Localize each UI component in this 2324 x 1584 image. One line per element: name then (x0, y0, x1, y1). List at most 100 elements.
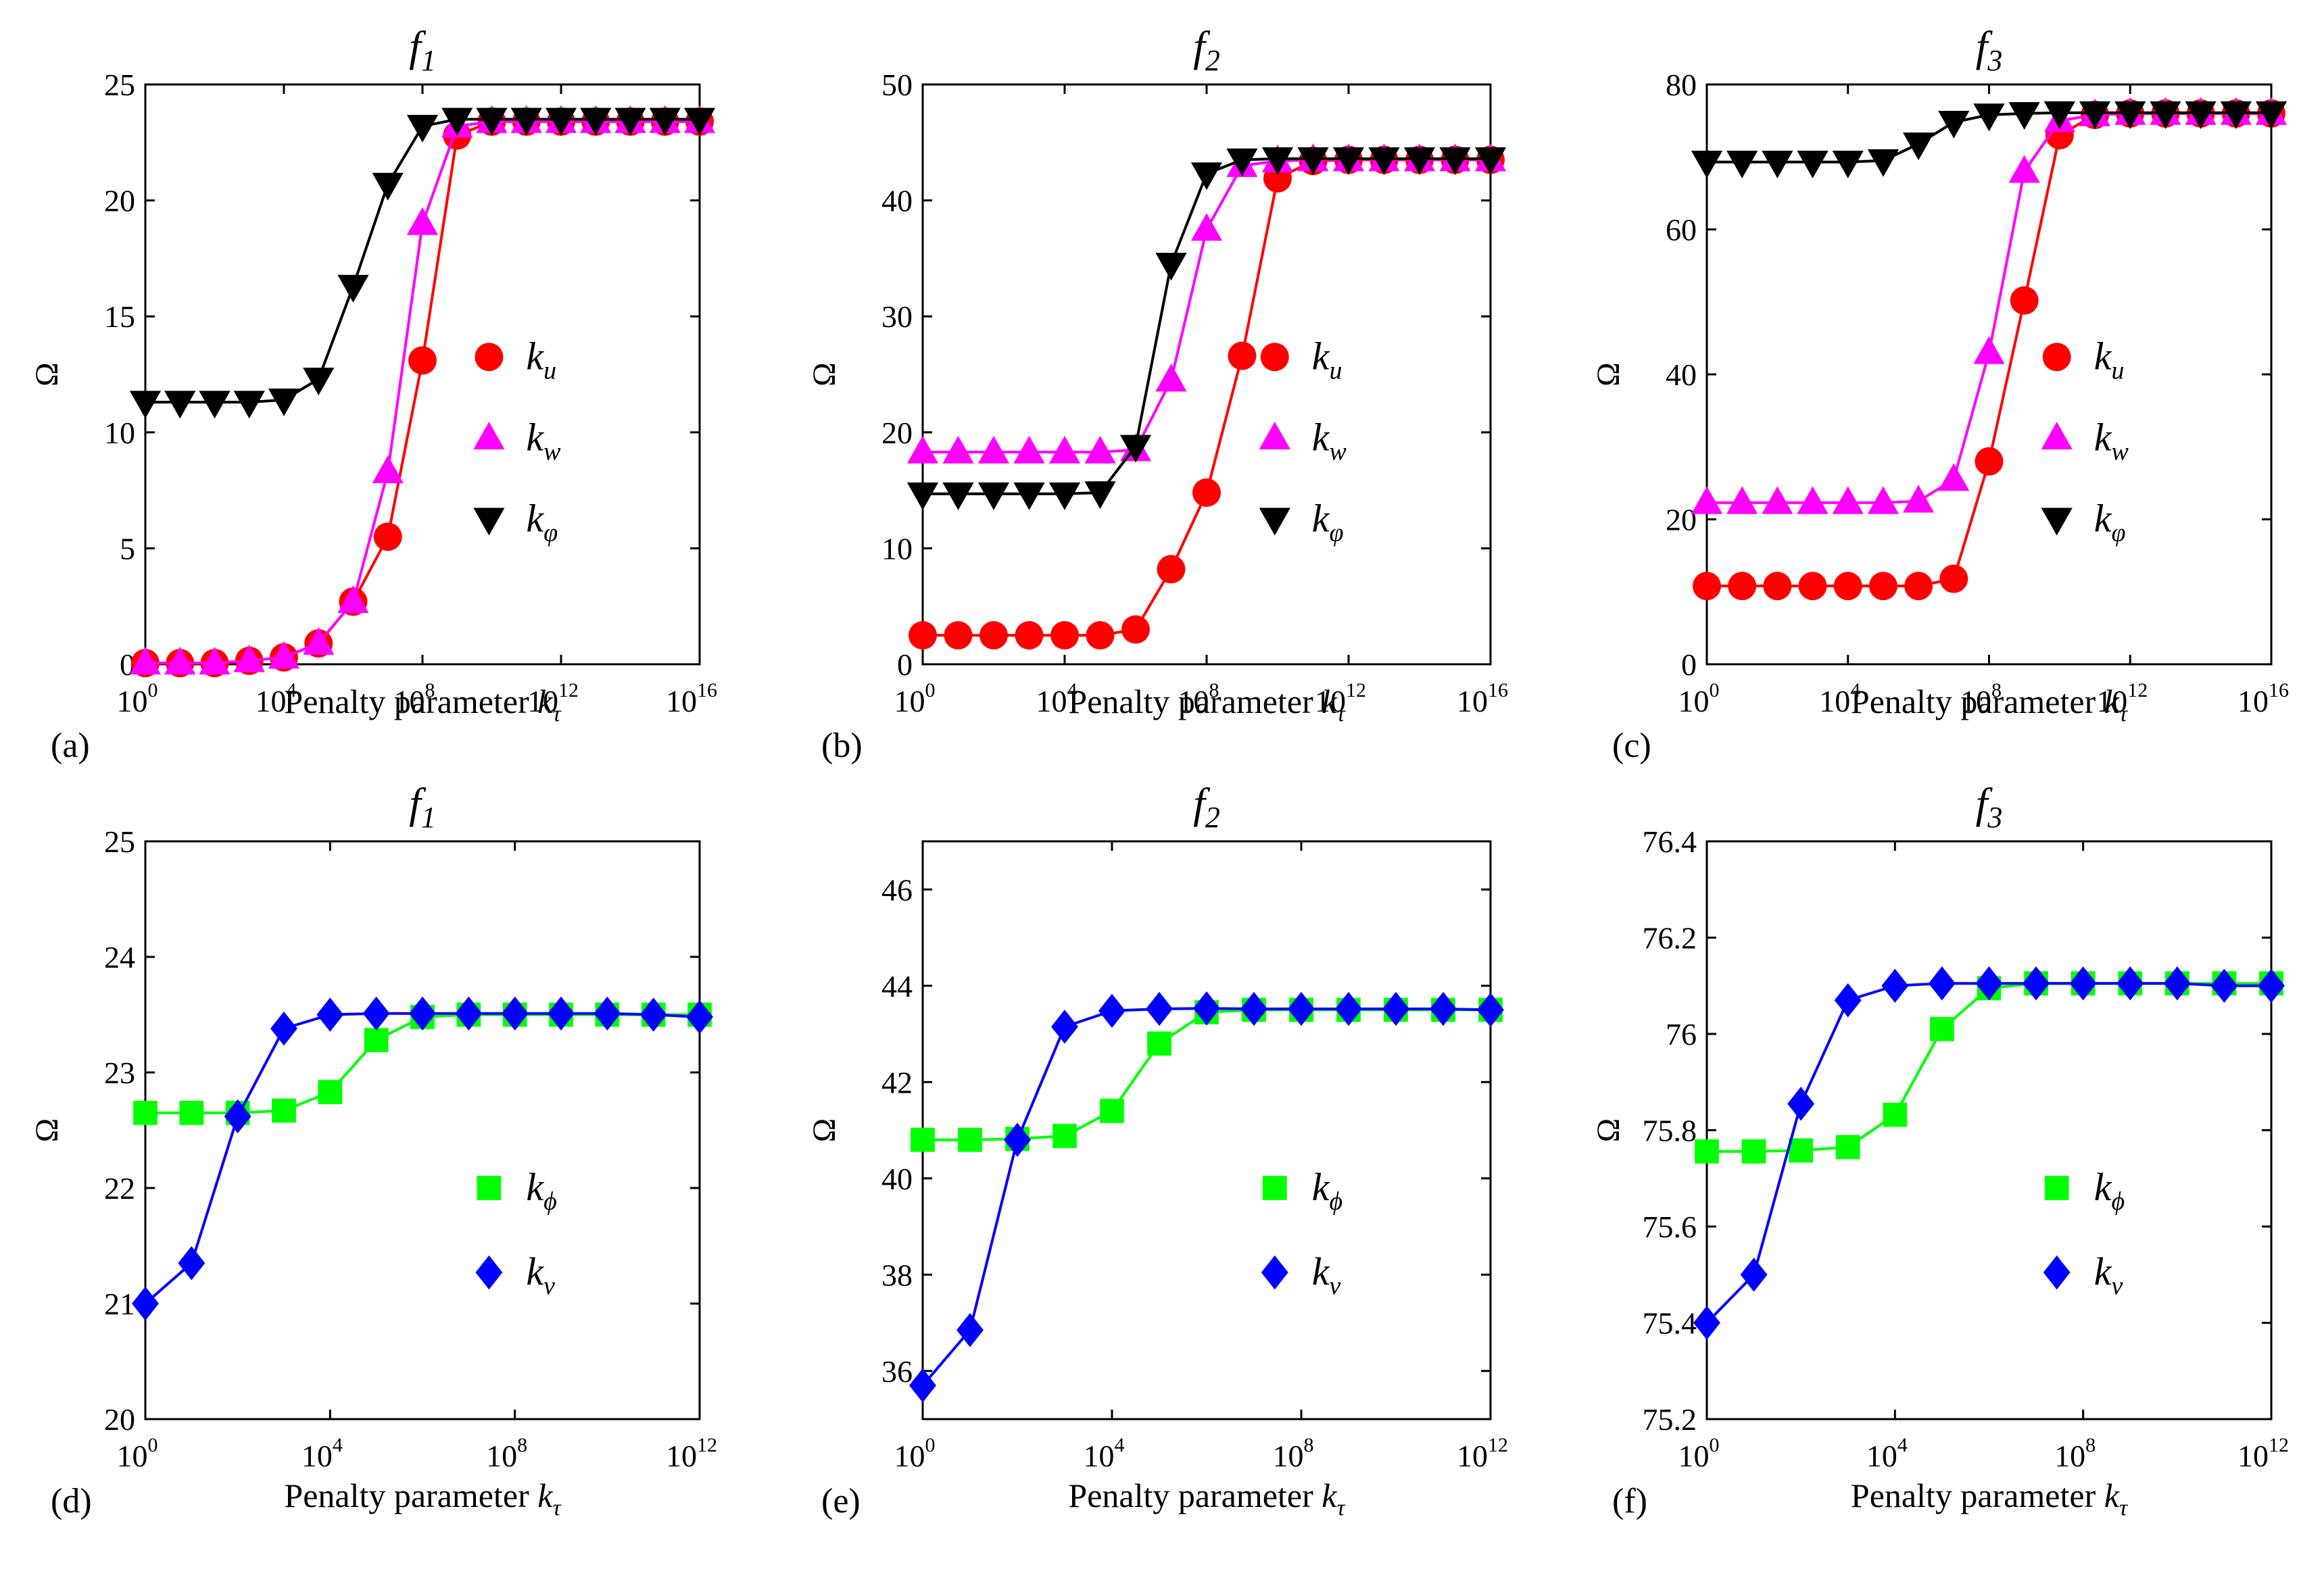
data-point (2116, 966, 2144, 1001)
data-point (133, 1101, 158, 1125)
data-point (2079, 101, 2111, 129)
legend-label: kw (2094, 415, 2129, 466)
data-point (1867, 149, 1899, 177)
data-point (406, 207, 439, 235)
data-point (164, 391, 196, 419)
data-point (1726, 150, 1758, 178)
series-line (921, 1007, 1491, 1387)
y-tick-label: 75.4 (1643, 1306, 1697, 1341)
panel-label: (d) (51, 1482, 92, 1520)
data-point (1477, 993, 1504, 1027)
data-point (639, 997, 667, 1032)
data-point (1693, 572, 1721, 601)
series-k-φ (1691, 101, 2287, 178)
data-point (337, 274, 369, 303)
data-point (1190, 213, 1223, 241)
data-point (649, 107, 681, 136)
legend-entry: kφ (2041, 496, 2125, 547)
data-point (179, 1101, 204, 1125)
legend-label: kν (1312, 1249, 1341, 1300)
legend-entry: kφ (473, 496, 558, 547)
panel-label: (f) (1612, 1482, 1647, 1520)
data-point (977, 482, 1010, 510)
data-point (1403, 147, 1436, 175)
data-point (1048, 435, 1081, 464)
series-k-ν (132, 996, 713, 1321)
x-tick-label: 1012 (1315, 679, 1366, 718)
data-point (1015, 621, 1044, 650)
y-tick-label: 23 (104, 1056, 135, 1090)
series-k-φ (906, 147, 1507, 510)
data-point (268, 641, 300, 669)
data-point (1086, 621, 1115, 650)
x-tick-label: 1012 (527, 679, 579, 718)
data-point (337, 585, 369, 614)
data-point (129, 391, 162, 419)
data-point (942, 482, 974, 510)
data-point (2069, 966, 2097, 1001)
data-point (1146, 991, 1173, 1026)
series-k-φ (129, 107, 716, 419)
legend-label: kν (2094, 1249, 2123, 1300)
data-point (1157, 555, 1186, 584)
data-point (268, 388, 300, 416)
data-point (233, 644, 265, 672)
y-tick-label: 20 (104, 184, 135, 218)
y-tick-label: 0 (897, 647, 913, 682)
x-tick-label: 104 (301, 1434, 343, 1473)
series-line (923, 157, 1491, 495)
y-tick-label: 22 (104, 1171, 135, 1206)
data-point (958, 1127, 982, 1152)
y-tick-label: 21 (104, 1287, 135, 1321)
y-axis-label: Ω (806, 362, 842, 387)
y-tick-label: 10 (881, 531, 913, 566)
y-tick-label: 76 (1666, 1017, 1697, 1051)
legend-marker (1261, 1255, 1288, 1290)
data-point (1868, 572, 1897, 601)
legend-label: kφ (1312, 496, 1344, 547)
y-tick-label: 24 (104, 940, 135, 974)
data-point (1833, 572, 1862, 601)
data-point (272, 1098, 296, 1123)
legend-marker (477, 1176, 502, 1200)
data-point (129, 647, 162, 675)
legend-entry: kϕ (477, 1165, 557, 1216)
data-point (372, 455, 404, 483)
y-tick-label: 10 (104, 416, 135, 450)
y-tick-label: 40 (1666, 357, 1697, 392)
data-point (1741, 1139, 1766, 1164)
y-tick-label: 20 (104, 1402, 135, 1437)
y-tick-label: 76.2 (1643, 921, 1697, 956)
y-tick-label: 0 (1681, 647, 1697, 682)
data-point (977, 435, 1010, 464)
x-tick-label: 108 (486, 1434, 527, 1473)
data-point (1867, 486, 1899, 514)
data-point (580, 107, 612, 136)
data-point (441, 107, 473, 136)
y-tick-label: 75.8 (1643, 1114, 1697, 1148)
x-tick-label: 1012 (2096, 679, 2148, 718)
data-point (1763, 572, 1792, 601)
data-point (132, 1286, 159, 1321)
x-tick-label: 100 (1678, 1434, 1720, 1473)
legend-marker (1260, 343, 1289, 372)
data-point (409, 996, 436, 1031)
x-tick-label: 100 (1678, 679, 1720, 718)
y-tick-label: 80 (1666, 68, 1697, 102)
legend-label: kφ (526, 496, 558, 547)
data-point (408, 346, 437, 375)
data-point (316, 997, 344, 1032)
data-point (2008, 102, 2040, 130)
x-axis-label: Penalty parameter kτ (1851, 683, 2129, 726)
data-point (364, 1028, 389, 1052)
legend-entry: kϕ (1262, 1165, 1342, 1216)
legend-marker (473, 422, 505, 450)
data-point (1903, 132, 1935, 161)
x-axis-label: Penalty parameter kτ (284, 683, 562, 726)
data-point (1119, 435, 1152, 463)
data-point (1691, 486, 1723, 514)
data-point (1155, 253, 1187, 281)
data-point (1084, 435, 1116, 464)
